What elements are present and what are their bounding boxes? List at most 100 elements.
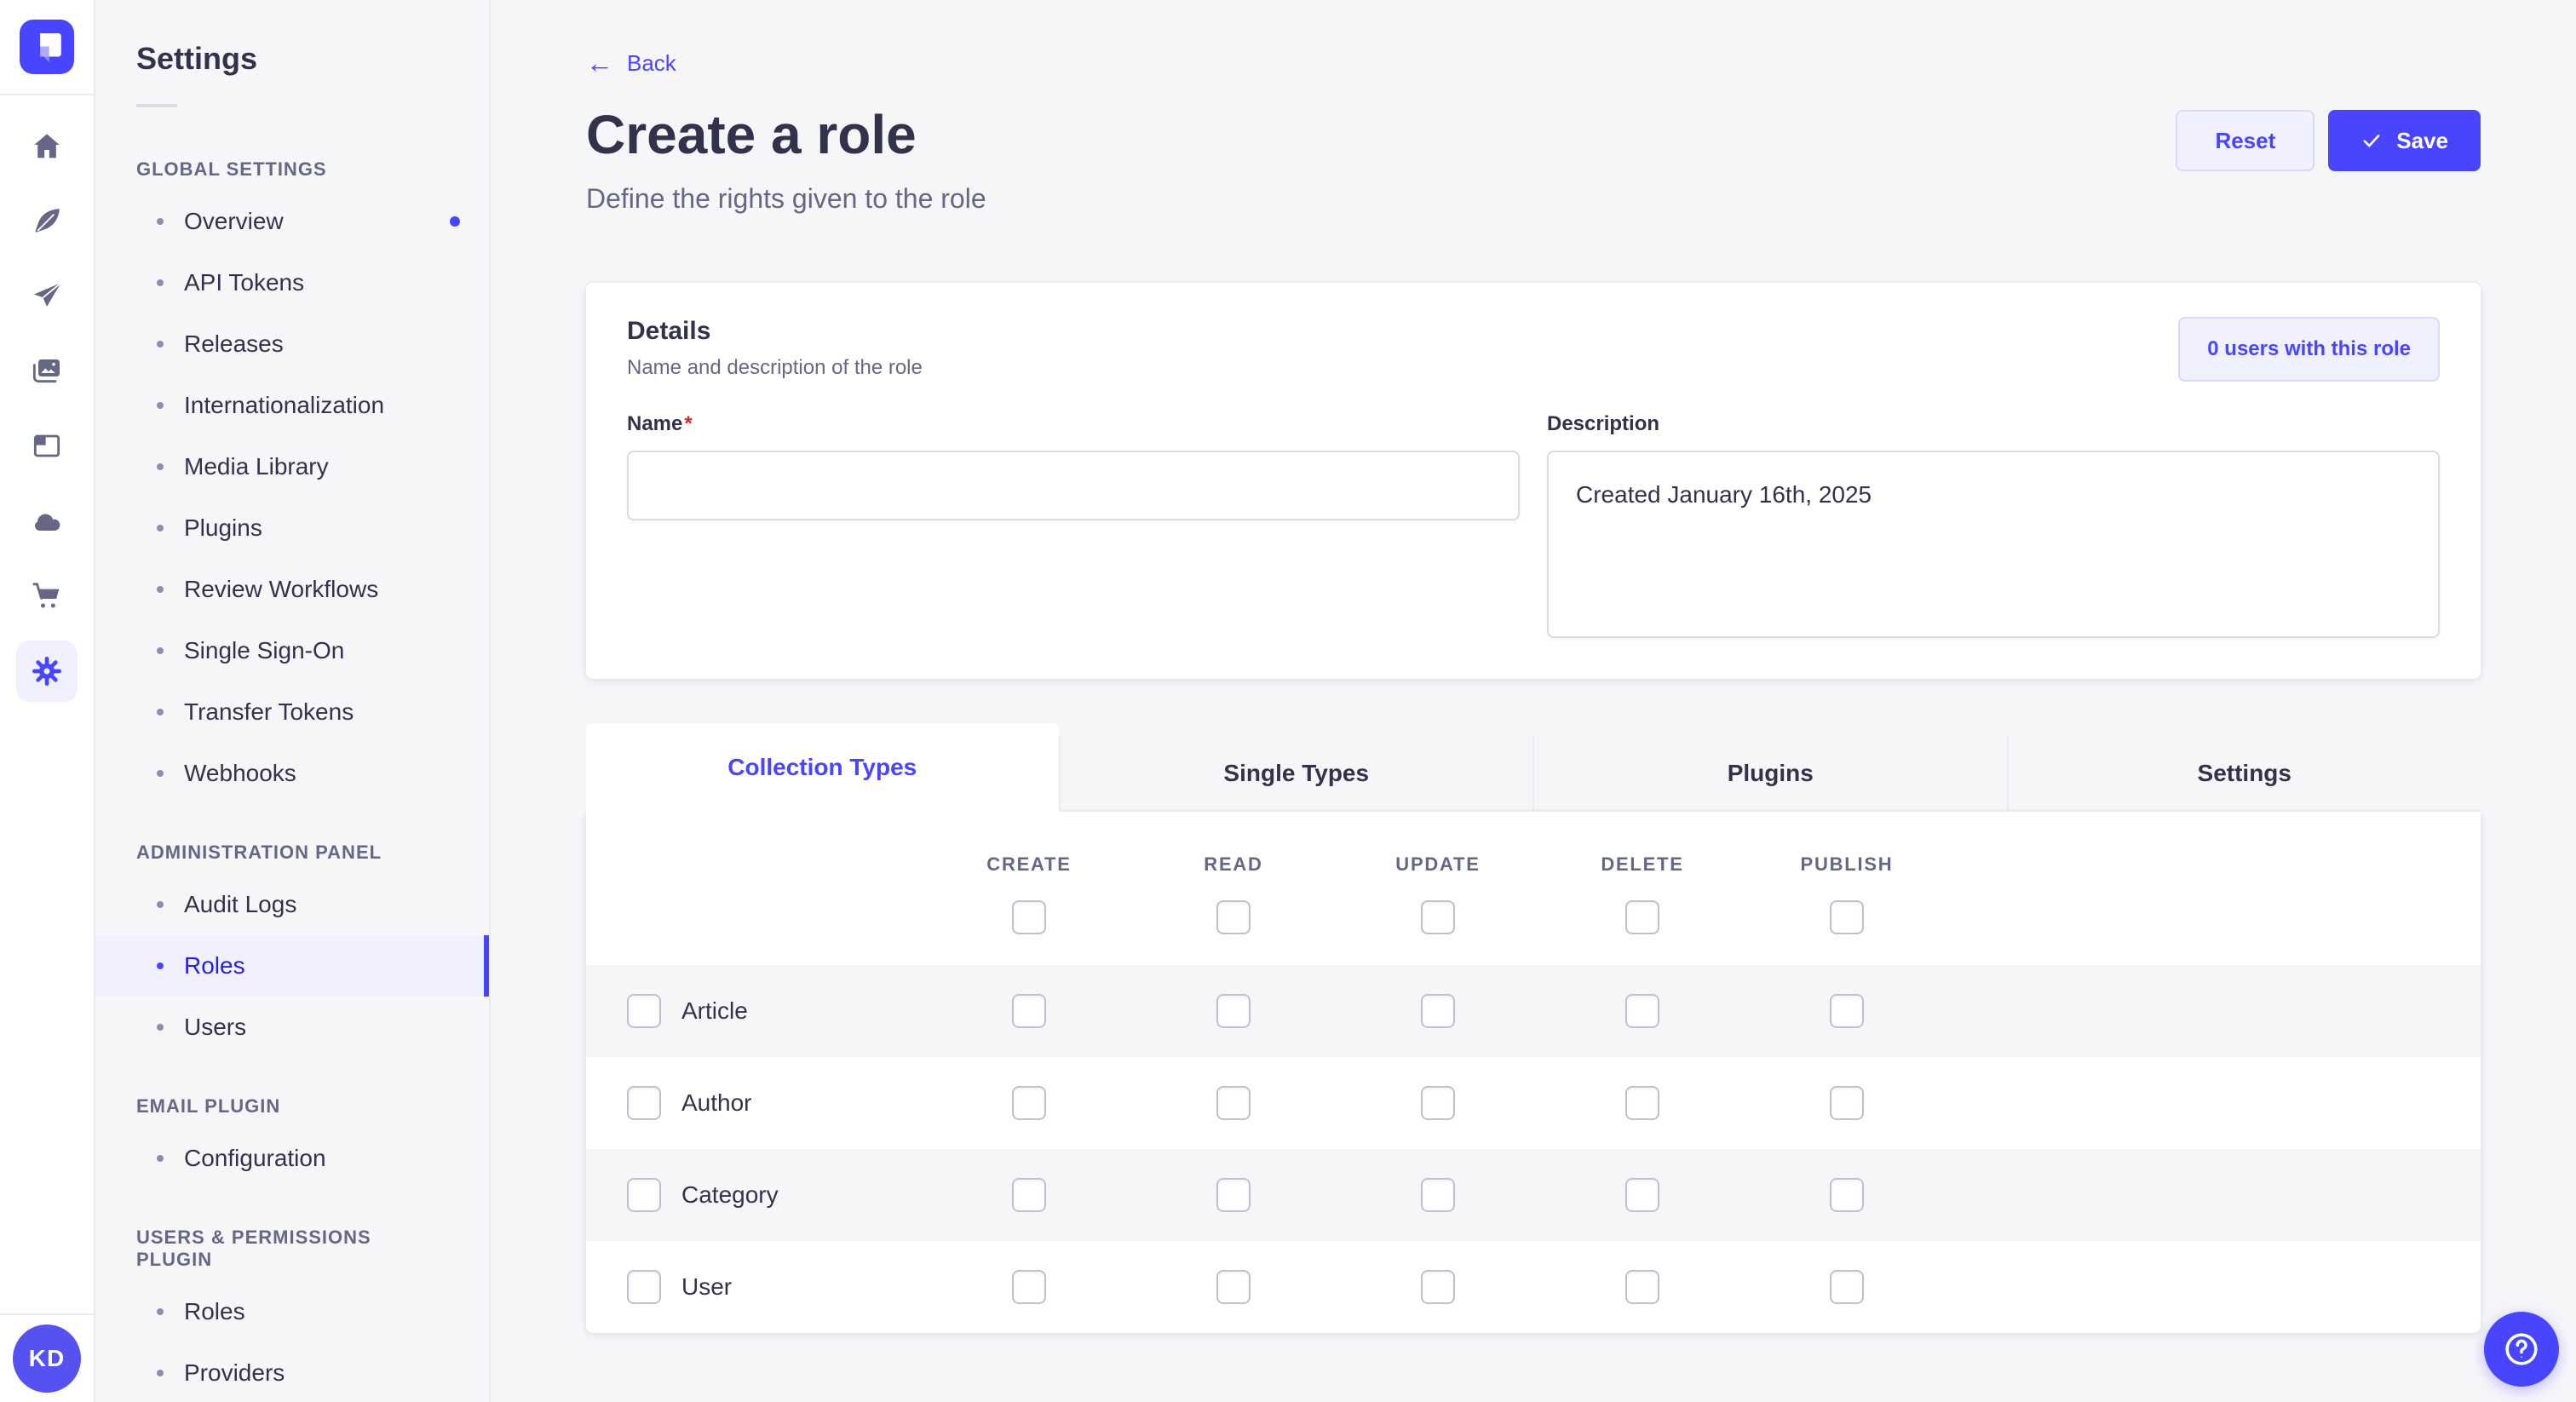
bullet-icon <box>157 1370 164 1376</box>
article-delete-checkbox[interactable] <box>1625 994 1659 1028</box>
help-button[interactable] <box>2484 1312 2559 1387</box>
permissions-rows: Article Author Category User <box>586 965 2481 1333</box>
select-all-create-checkbox[interactable] <box>1012 900 1046 934</box>
user-create-checkbox[interactable] <box>1012 1270 1046 1304</box>
row-name-cell: User <box>586 1270 927 1304</box>
cell-article-update <box>1336 994 1540 1028</box>
bullet-icon <box>157 586 164 593</box>
subnav-item-api-tokens[interactable]: API Tokens <box>95 252 489 313</box>
category-update-checkbox[interactable] <box>1421 1178 1455 1212</box>
author-update-checkbox[interactable] <box>1421 1086 1455 1120</box>
cell-user-delete <box>1540 1270 1745 1304</box>
subnav-item-single-sign-on[interactable]: Single Sign-On <box>95 620 489 681</box>
subnav-item-internationalization[interactable]: Internationalization <box>95 375 489 436</box>
subnav-item-transfer-tokens[interactable]: Transfer Tokens <box>95 681 489 743</box>
bullet-icon <box>157 1024 164 1031</box>
strapi-logo-icon[interactable] <box>20 20 74 74</box>
arrow-left-icon: ← <box>586 48 613 78</box>
subnav-section-email-plugin: EMAIL PLUGIN Configuration <box>95 1095 489 1189</box>
select-all-update-checkbox[interactable] <box>1421 900 1455 934</box>
column-header-publish: PUBLISH <box>1800 853 1894 875</box>
header-actions: Reset Save <box>2176 103 2481 171</box>
details-card-header: Details Name and description of the role… <box>627 317 2440 382</box>
subnav-item-review-workflows[interactable]: Review Workflows <box>95 559 489 620</box>
subnav-item-plugins[interactable]: Plugins <box>95 497 489 559</box>
reset-button[interactable]: Reset <box>2176 110 2315 171</box>
author-create-checkbox[interactable] <box>1012 1086 1046 1120</box>
subnav-item-releases[interactable]: Releases <box>95 313 489 375</box>
user-delete-checkbox[interactable] <box>1625 1270 1659 1304</box>
author-read-checkbox[interactable] <box>1216 1086 1251 1120</box>
category-read-checkbox[interactable] <box>1216 1178 1251 1212</box>
users-with-role-button[interactable]: 0 users with this role <box>2178 317 2440 382</box>
back-link[interactable]: ← Back <box>586 49 676 77</box>
subnav-section-title: GLOBAL SETTINGS <box>136 158 327 180</box>
layout-icon[interactable] <box>16 416 78 477</box>
row-user-checkbox[interactable] <box>627 1270 661 1304</box>
category-publish-checkbox[interactable] <box>1830 1178 1864 1212</box>
permissions-tabs: Collection Types Single Types Plugins Setti… <box>586 723 2481 812</box>
details-subtitle: Name and description of the role <box>627 356 923 379</box>
rail-user-area: KD <box>0 1313 94 1402</box>
save-button[interactable]: Save <box>2328 110 2481 171</box>
cell-article-delete <box>1540 994 1745 1028</box>
select-all-cell-publish <box>1745 900 1949 934</box>
page-header-titles: Create a role Define the rights given to… <box>586 103 986 215</box>
select-all-read-checkbox[interactable] <box>1216 900 1251 934</box>
subnav-item-overview[interactable]: Overview <box>95 191 489 252</box>
article-publish-checkbox[interactable] <box>1830 994 1864 1028</box>
category-delete-checkbox[interactable] <box>1625 1178 1659 1212</box>
question-icon <box>2505 1333 2538 1365</box>
select-all-delete-checkbox[interactable] <box>1625 900 1659 934</box>
row-article-checkbox[interactable] <box>627 994 661 1028</box>
author-publish-checkbox[interactable] <box>1830 1086 1864 1120</box>
tab-settings[interactable]: Settings <box>2006 737 2481 812</box>
feather-icon[interactable] <box>16 191 78 252</box>
gear-icon[interactable] <box>16 641 78 702</box>
article-create-checkbox[interactable] <box>1012 994 1046 1028</box>
subnav-section-title: EMAIL PLUGIN <box>136 1095 281 1117</box>
user-publish-checkbox[interactable] <box>1830 1270 1864 1304</box>
column-labels-row: CREATE READ UPDATE DELETE PUBLISH <box>586 846 2481 883</box>
subnav-item-users[interactable]: Users <box>95 997 489 1058</box>
cart-icon[interactable] <box>16 566 78 627</box>
cloud-icon[interactable] <box>16 491 78 552</box>
user-read-checkbox[interactable] <box>1216 1270 1251 1304</box>
media-library-icon[interactable] <box>16 341 78 402</box>
permission-row-category: Category <box>586 1149 2481 1241</box>
category-create-checkbox[interactable] <box>1012 1178 1046 1212</box>
paper-plane-icon[interactable] <box>16 266 78 327</box>
subnav-item-label: Roles <box>184 1298 245 1324</box>
row-category-checkbox[interactable] <box>627 1178 661 1212</box>
subnav-item-media-library[interactable]: Media Library <box>95 436 489 497</box>
subnav-item-configuration[interactable]: Configuration <box>95 1128 489 1189</box>
tab-single-types[interactable]: Single Types <box>1058 737 1532 812</box>
page-subtitle: Define the rights given to the role <box>586 183 986 214</box>
subnav-item-webhooks[interactable]: Webhooks <box>95 743 489 804</box>
cell-user-publish <box>1745 1270 1949 1304</box>
tab-collection-types[interactable]: Collection Types <box>586 723 1059 812</box>
select-all-cell-create <box>927 900 1131 934</box>
name-input[interactable] <box>627 451 1520 520</box>
tab-plugins[interactable]: Plugins <box>1532 737 2007 812</box>
subnav-item-roles[interactable]: Roles <box>95 935 489 997</box>
select-all-publish-checkbox[interactable] <box>1830 900 1864 934</box>
home-icon[interactable] <box>16 116 78 177</box>
column-header-update: UPDATE <box>1395 853 1481 875</box>
bullet-icon <box>157 709 164 715</box>
subnav-item-roles[interactable]: Roles <box>95 1281 489 1342</box>
details-card: Details Name and description of the role… <box>586 283 2481 679</box>
row-name-cell: Article <box>586 994 927 1028</box>
article-read-checkbox[interactable] <box>1216 994 1251 1028</box>
description-textarea[interactable]: Created January 16th, 2025 <box>1547 451 2440 638</box>
subnav-item-audit-logs[interactable]: Audit Logs <box>95 874 489 935</box>
subnav-item-providers[interactable]: Providers <box>95 1342 489 1402</box>
select-all-cell-delete <box>1540 900 1745 934</box>
avatar[interactable]: KD <box>13 1324 81 1393</box>
article-update-checkbox[interactable] <box>1421 994 1455 1028</box>
user-update-checkbox[interactable] <box>1421 1270 1455 1304</box>
author-delete-checkbox[interactable] <box>1625 1086 1659 1120</box>
subnav-item-label: Overview <box>184 208 284 234</box>
column-header-delete: DELETE <box>1601 853 1684 875</box>
row-author-checkbox[interactable] <box>627 1086 661 1120</box>
